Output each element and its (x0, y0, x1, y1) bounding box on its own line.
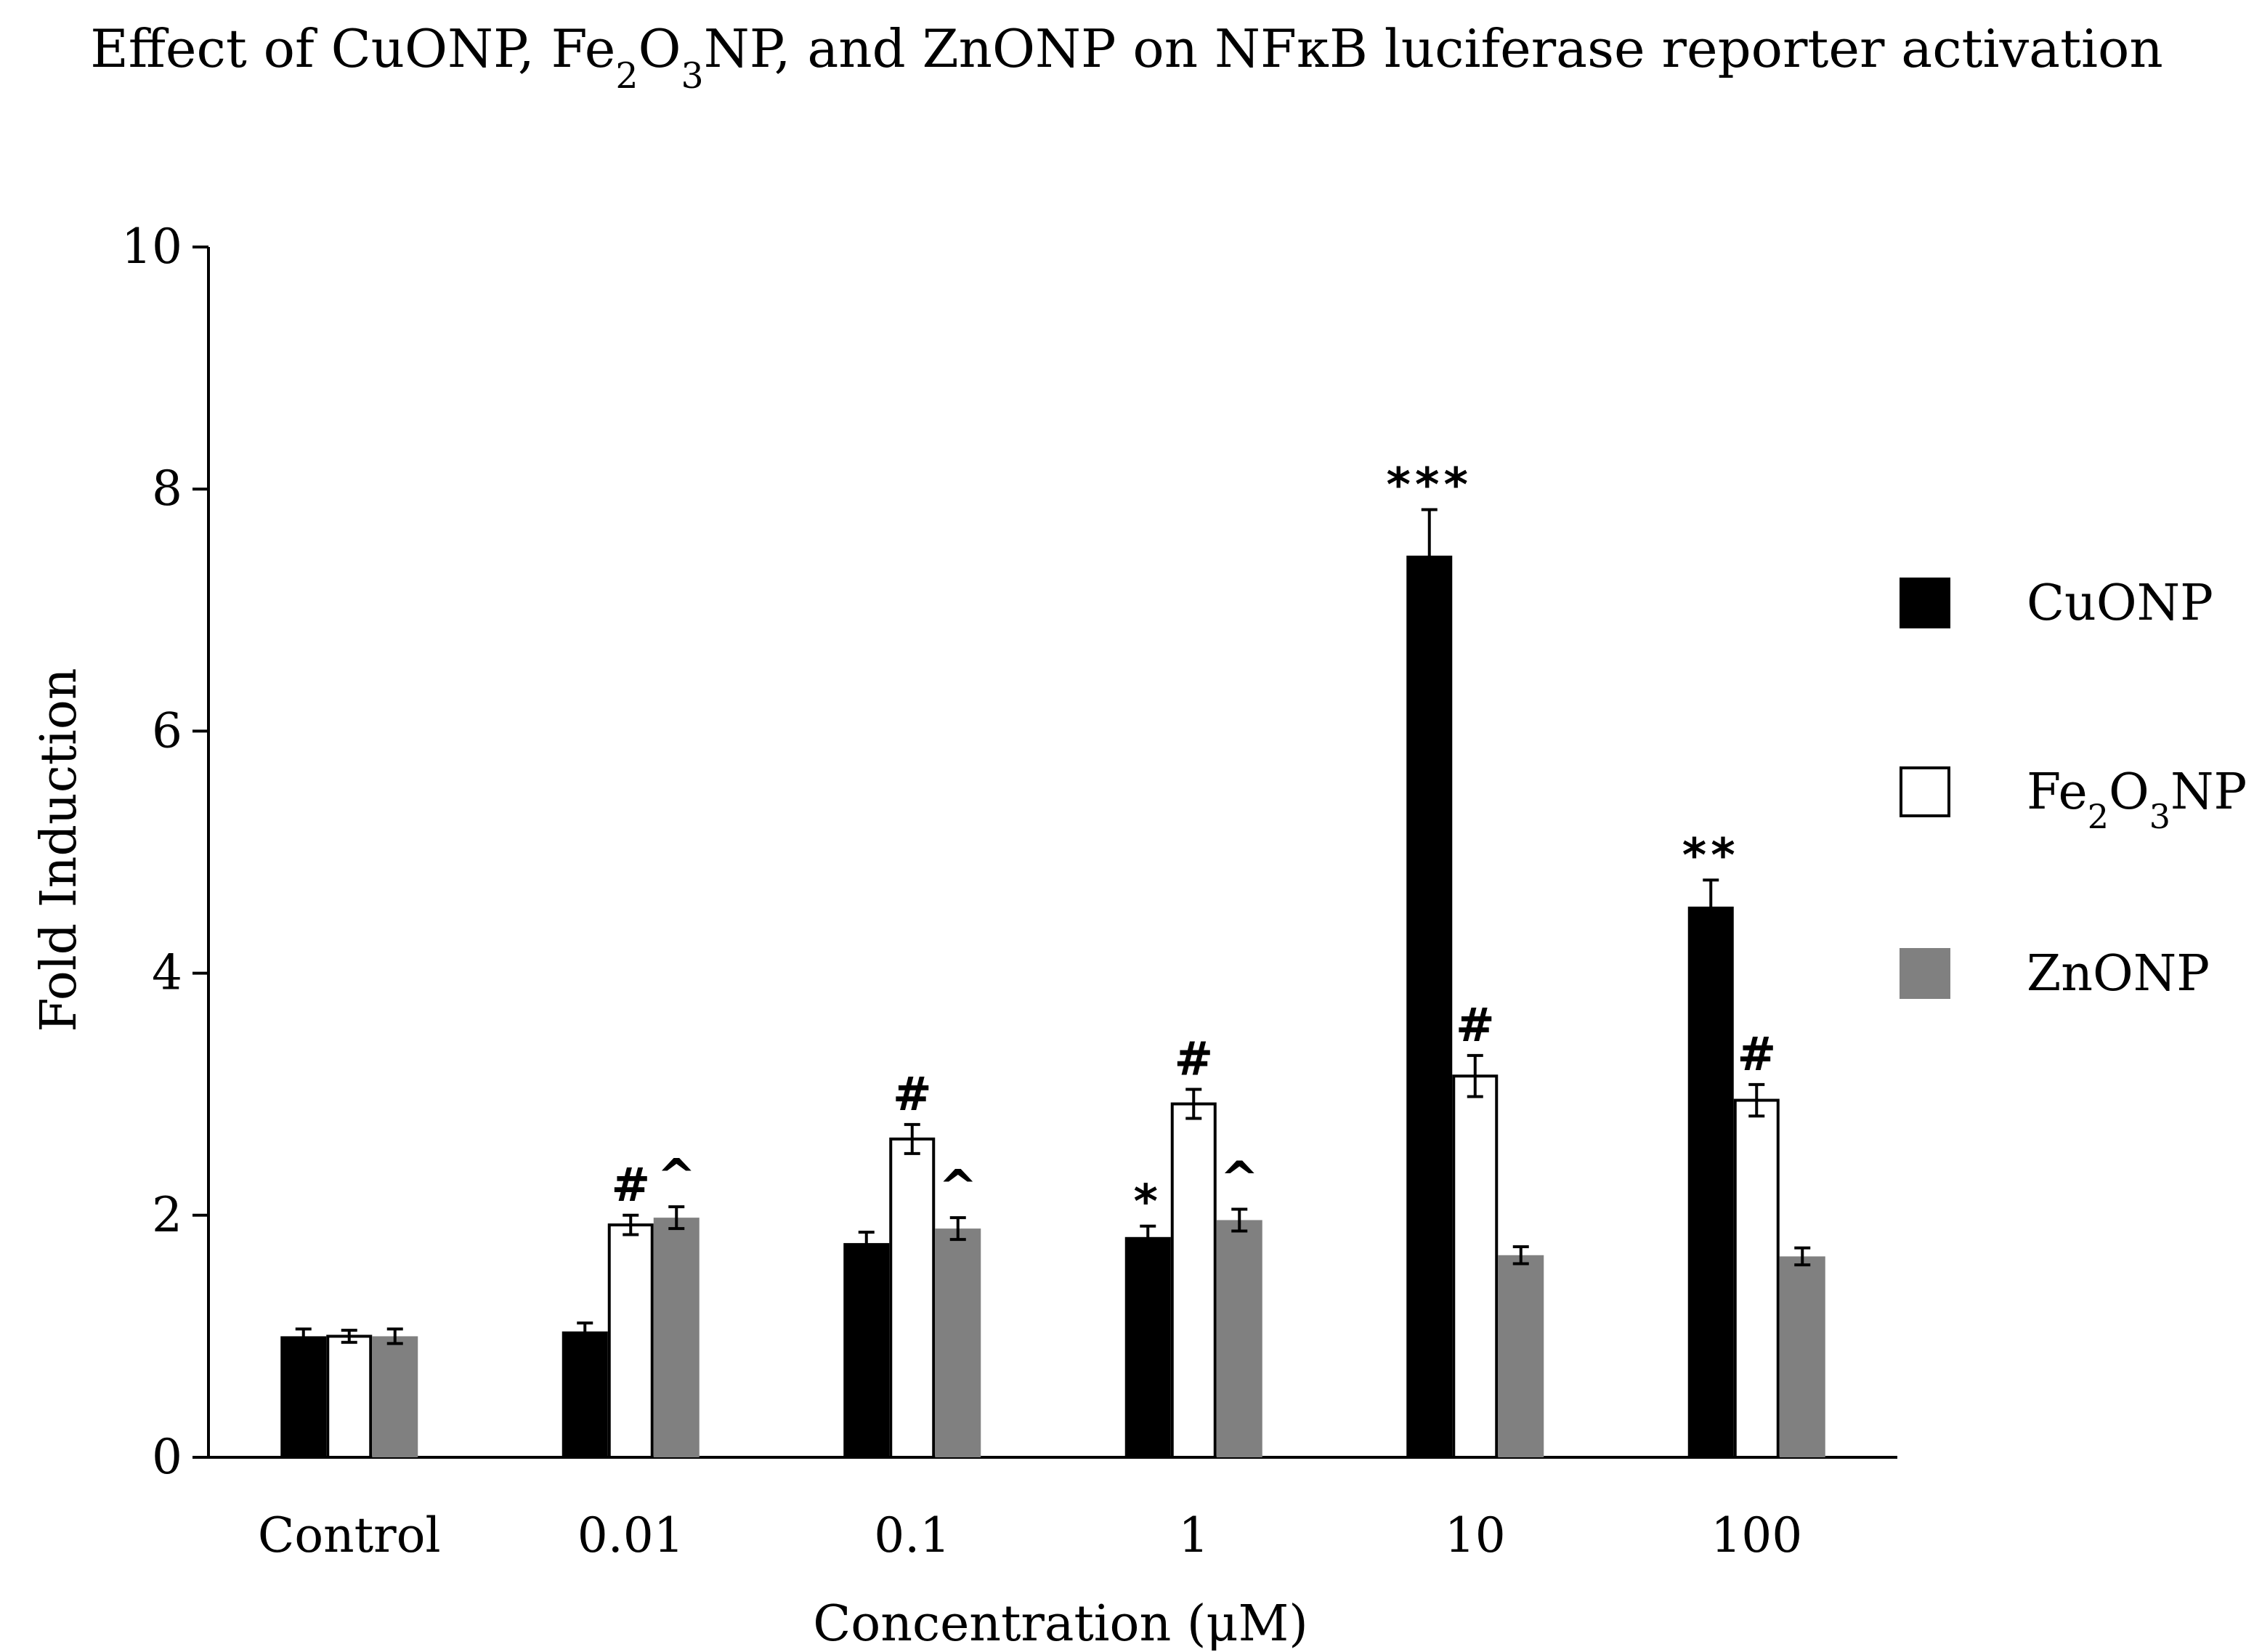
legend-label-znonp: ZnONP (2027, 945, 2210, 1003)
bar-znonp (653, 1218, 700, 1457)
significance-marker: ^ (657, 1150, 696, 1204)
bar-fe2o3np (1452, 1074, 1499, 1459)
x-tick-labels: Control 0.01 0.1 1 10 100 (258, 1507, 1802, 1563)
y-tick-label: 0 (152, 1429, 182, 1485)
bars: # ^#^ *#^***#**# (280, 459, 1825, 1459)
bar-cuonp (1406, 555, 1453, 1457)
significance-marker: # (893, 1068, 932, 1122)
bar-fe2o3np (607, 1223, 654, 1459)
bar-cuonp (562, 1331, 608, 1457)
chart-title: Effect of CuONP, Fe2O3NP, and ZnONP on N… (90, 18, 2163, 97)
x-tick-label: 0.1 (874, 1507, 950, 1563)
bar-fe2o3np (326, 1335, 373, 1459)
legend-swatch-cuonp (1900, 578, 1950, 628)
bar-fe2o3np (1733, 1098, 1780, 1459)
y-tick-label: 8 (152, 461, 182, 517)
y-tick-label: 10 (121, 219, 182, 275)
significance-marker: ** (1682, 829, 1740, 883)
x-tick-label: Control (258, 1507, 441, 1563)
bar-cuonp (1687, 906, 1734, 1457)
y-axis-title: Fold Induction (31, 668, 88, 1032)
bar-znonp (1779, 1256, 1825, 1457)
significance-marker: # (1737, 1028, 1776, 1082)
x-tick-label: 0.01 (577, 1507, 684, 1563)
bar-fe2o3np (1170, 1102, 1217, 1459)
bar-znonp (1498, 1255, 1544, 1457)
legend-swatch-znonp (1900, 948, 1950, 999)
y-tick-label: 2 (152, 1187, 182, 1243)
bar-znonp (1216, 1220, 1262, 1457)
significance-marker: *** (1387, 459, 1472, 513)
legend-label-fe2o3np: Fe2O3NP (2027, 764, 2247, 836)
axes: 0 2 4 6 8 10 (121, 219, 1897, 1485)
significance-marker: # (611, 1159, 650, 1212)
bar-cuonp (280, 1336, 327, 1457)
legend-swatch-fe2o3np (1900, 766, 1950, 817)
bar-cuonp (1124, 1236, 1171, 1457)
x-tick-label: 100 (1711, 1507, 1802, 1563)
significance-marker: ^ (1220, 1152, 1259, 1206)
x-axis-title: Concentration (μM) (813, 1595, 1308, 1652)
bar-cuonp (843, 1243, 890, 1457)
significance-marker: * (1134, 1175, 1162, 1229)
significance-marker: ^ (939, 1161, 978, 1215)
significance-marker: # (1456, 999, 1495, 1053)
significance-marker: # (1174, 1033, 1213, 1087)
bar-fe2o3np (889, 1137, 936, 1459)
x-tick-label: 1 (1178, 1507, 1209, 1563)
x-tick-label: 10 (1445, 1507, 1506, 1563)
y-tick-label: 4 (152, 945, 182, 1001)
bar-znonp (372, 1336, 418, 1457)
legend-label-cuonp: CuONP (2027, 575, 2213, 632)
bar-znonp (935, 1228, 981, 1457)
y-tick-label: 6 (152, 702, 182, 758)
legend: CuONP Fe2O3NP ZnONP (1900, 575, 2247, 1003)
